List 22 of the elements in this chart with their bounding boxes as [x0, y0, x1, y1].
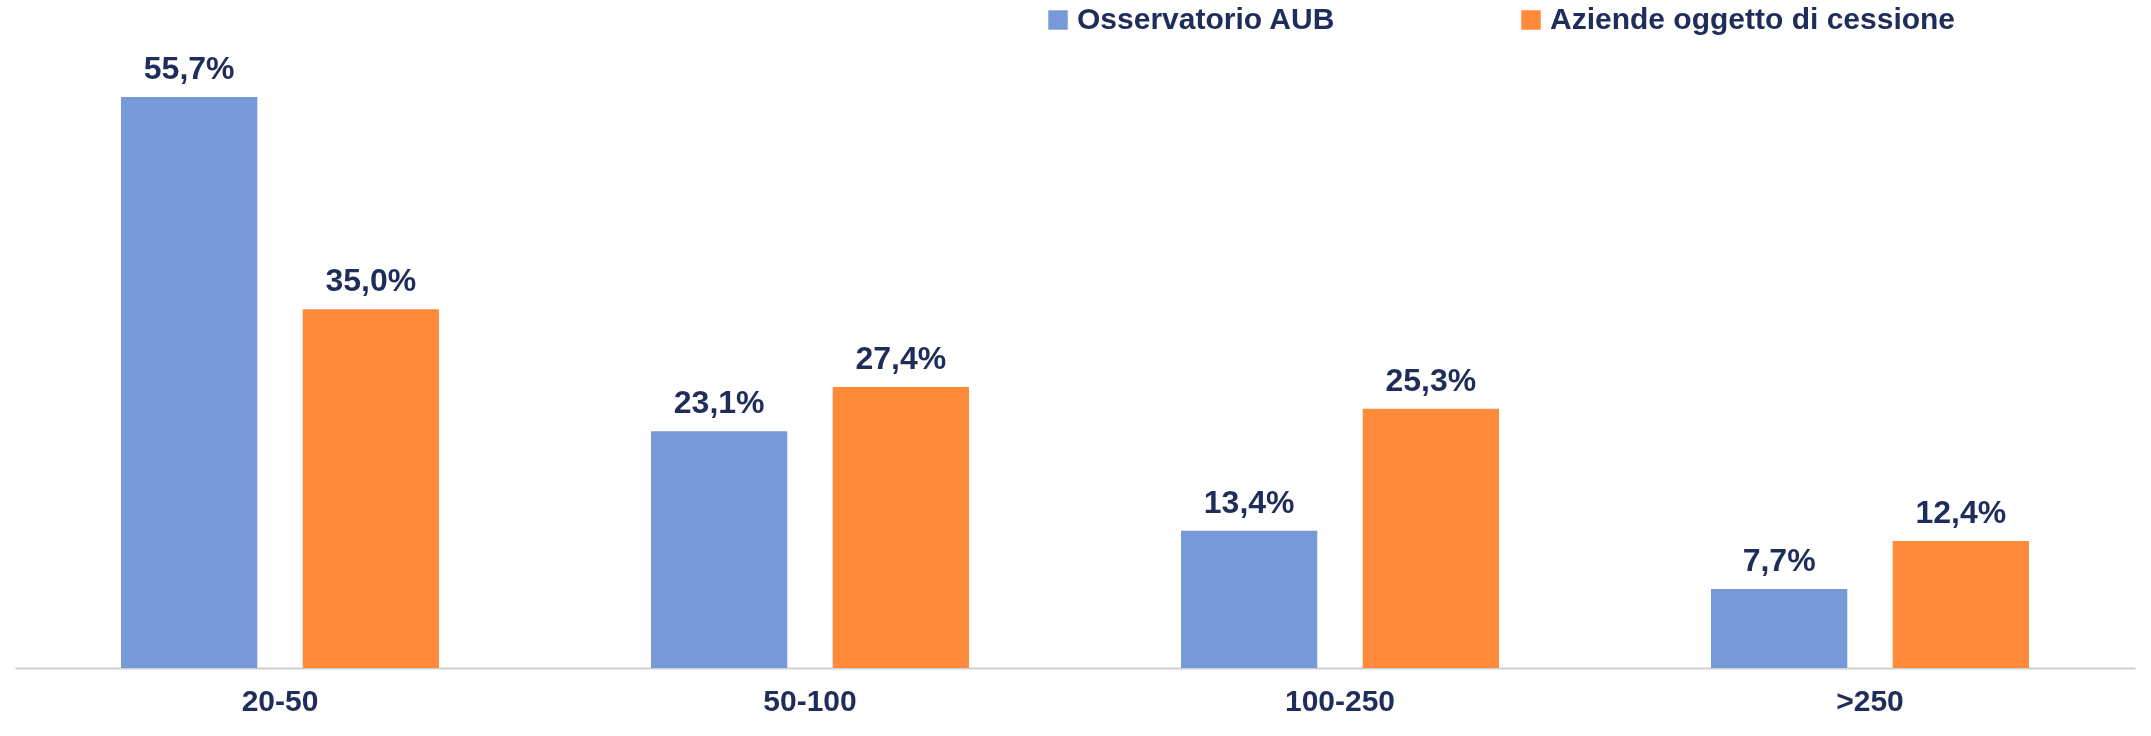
- x-tick-label: 20-50: [241, 683, 319, 717]
- bar: [1181, 530, 1318, 668]
- legend-label: Aziende oggetto di cessione: [1550, 2, 1956, 35]
- data-label: 7,7%: [1742, 542, 1816, 579]
- bar: [651, 431, 788, 668]
- bar: [121, 97, 258, 668]
- x-tick-label: >250: [1836, 683, 1904, 717]
- bar: [1892, 540, 2029, 668]
- data-label: 27,4%: [855, 340, 947, 377]
- bar: [832, 387, 969, 668]
- x-tick-label: 50-100: [763, 683, 857, 717]
- data-label: 23,1%: [673, 384, 765, 421]
- bar: [1362, 408, 1499, 668]
- bar: [1711, 589, 1848, 668]
- data-label: 25,3%: [1385, 361, 1477, 398]
- data-label: 13,4%: [1203, 483, 1295, 520]
- data-label: 35,0%: [325, 262, 417, 299]
- data-label: 55,7%: [143, 50, 235, 86]
- bar: [302, 309, 439, 668]
- legend-label: Osservatorio AUB: [1077, 2, 1335, 35]
- data-label: 12,4%: [1915, 493, 2007, 530]
- x-tick-label: 100-250: [1284, 683, 1396, 717]
